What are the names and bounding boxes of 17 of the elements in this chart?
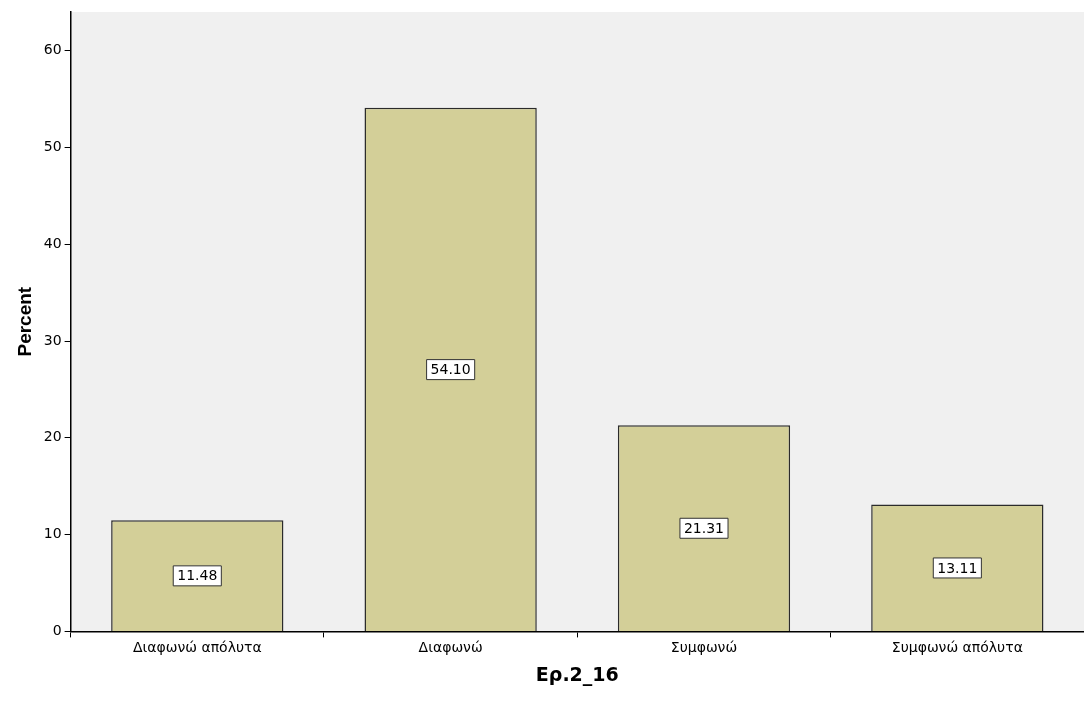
- y-tick-label: 50: [43, 138, 62, 155]
- data-label: 54.10: [430, 361, 471, 378]
- x-tick-label: Συμφωνώ απόλυτα: [891, 639, 1023, 656]
- x-axis-title: Ερ.2_16: [535, 662, 619, 686]
- y-tick-label: 10: [43, 525, 62, 542]
- data-label: 11.48: [177, 567, 218, 584]
- y-tick-label: 0: [52, 622, 62, 639]
- y-tick-label: 60: [43, 41, 62, 58]
- x-tick-label: Διαφωνώ: [418, 639, 483, 656]
- data-label: 13.11: [937, 559, 978, 576]
- y-tick-label: 20: [43, 428, 62, 445]
- data-label: 21.31: [683, 519, 725, 536]
- y-axis-title: Percent: [13, 286, 35, 357]
- y-tick-label: 40: [43, 234, 62, 251]
- x-tick-label: Συμφωνώ: [670, 639, 738, 656]
- y-tick-label: 30: [43, 331, 62, 348]
- x-tick-label: Διαφωνώ απόλυτα: [132, 639, 262, 656]
